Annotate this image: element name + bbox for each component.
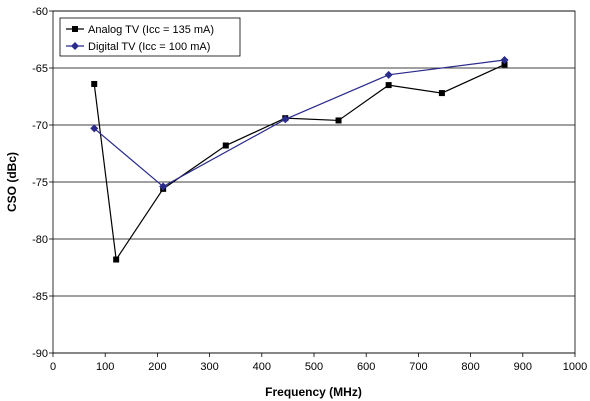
data-point	[384, 70, 393, 79]
x-tick-label: 1000	[563, 361, 587, 373]
x-tick-label: 100	[96, 361, 114, 373]
y-tick-label: -60	[32, 6, 48, 18]
y-tick-label: -90	[32, 348, 48, 360]
y-tick-label: -70	[32, 120, 48, 132]
x-tick-label: 900	[514, 361, 532, 373]
x-axis-title: Frequency (MHz)	[265, 385, 362, 399]
legend-box	[59, 17, 241, 57]
data-point	[91, 80, 98, 87]
x-tick-label: 400	[253, 361, 271, 373]
data-point	[90, 124, 99, 133]
x-tick-label: 200	[148, 361, 166, 373]
legend-marker	[72, 26, 78, 32]
data-point	[281, 115, 290, 124]
data-point	[335, 117, 342, 124]
x-tick-label: 700	[409, 361, 427, 373]
x-tick-label: 600	[357, 361, 375, 373]
legend-marker	[71, 42, 79, 50]
y-tick-label: -75	[32, 177, 48, 189]
legend-entry: Digital TV (Icc = 100 mA)	[66, 41, 210, 53]
data-point	[501, 61, 508, 68]
legend-label: Analog TV (Icc = 135 mA)	[88, 24, 214, 36]
y-axis-title: CSO (dBc)	[5, 152, 19, 212]
y-tick-label: -85	[32, 291, 48, 303]
series-2	[90, 56, 509, 191]
y-tick-label: -80	[32, 234, 48, 246]
legend-entry: Analog TV (Icc = 135 mA)	[66, 24, 214, 36]
data-point	[385, 82, 392, 89]
x-tick-label: 500	[305, 361, 323, 373]
data-point	[159, 182, 168, 191]
data-point	[438, 90, 445, 97]
data-point	[500, 56, 509, 65]
x-tick-label: 0	[50, 361, 56, 373]
data-series	[90, 56, 509, 263]
y-tick-label: -65	[32, 63, 48, 75]
data-point	[113, 256, 120, 263]
series-1	[91, 61, 508, 263]
x-tick-label: 300	[200, 361, 218, 373]
data-point	[222, 142, 229, 149]
grid-lines	[53, 10, 575, 354]
series-line	[93, 59, 505, 188]
axes: -60 -65 -70 -75 -80 -85 -900 100 200 300 400 500 600…	[32, 6, 587, 373]
legend-label: Digital TV (Icc = 100 mA)	[88, 41, 210, 53]
legend: Analog TV (Icc = 135 mA) Digital TV (Icc …	[59, 17, 241, 57]
x-tick-label: 800	[461, 361, 479, 373]
